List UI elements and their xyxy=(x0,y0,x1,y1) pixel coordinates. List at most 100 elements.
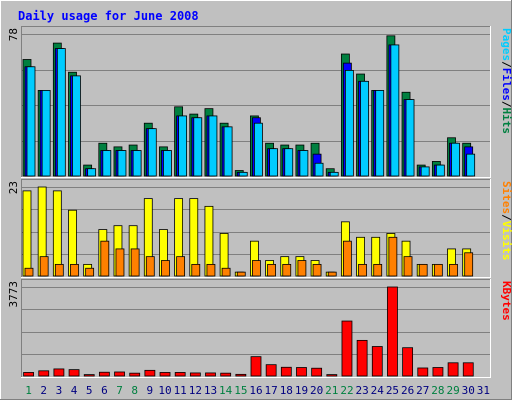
bar-kbytes-day-3 xyxy=(53,368,65,377)
bar-kbytes-day-29 xyxy=(447,362,459,377)
bar-pages-day-22 xyxy=(344,70,354,177)
bar-sites-day-20 xyxy=(312,263,322,277)
bar-sites-day-6 xyxy=(100,240,110,277)
bar-kbytes-day-30 xyxy=(462,362,474,377)
x-tick-label: 2 xyxy=(40,384,47,397)
bar-pages-day-24 xyxy=(375,90,385,177)
x-tick-label: 26 xyxy=(401,384,414,397)
bar-sites-day-19 xyxy=(297,260,307,277)
x-tick-label: 24 xyxy=(371,384,385,397)
bar-kbytes-day-2 xyxy=(38,370,50,377)
x-tick-label: 9 xyxy=(147,384,154,397)
x-tick-label: 21 xyxy=(325,384,338,397)
bar-kbytes-day-10 xyxy=(159,372,171,377)
bar-kbytes-day-23 xyxy=(356,339,368,377)
x-tick-label: 22 xyxy=(340,384,353,397)
x-tick-label: 28 xyxy=(431,384,444,397)
bar-pages-day-27 xyxy=(420,166,430,177)
x-tick-label: 25 xyxy=(386,384,399,397)
bar-sites-day-29 xyxy=(449,263,458,277)
legend: KBytes xyxy=(500,281,512,321)
bar-sites-day-18 xyxy=(282,263,292,277)
x-tick-label: 8 xyxy=(131,384,138,397)
bar-pages-day-26 xyxy=(405,99,415,177)
x-tick-label: 12 xyxy=(189,384,202,397)
bar-sites-day-24 xyxy=(373,263,383,277)
bar-sites-day-30 xyxy=(464,252,474,277)
x-tick-label: 27 xyxy=(416,384,429,397)
bar-sites-day-27 xyxy=(418,263,428,277)
bar-sites-day-9 xyxy=(145,256,155,277)
bar-pages-day-1 xyxy=(26,66,36,177)
bar-kbytes-day-5 xyxy=(83,374,95,377)
legend-item-files: Files xyxy=(500,68,512,101)
bar-kbytes-day-11 xyxy=(174,372,186,377)
bar-kbytes-day-22 xyxy=(341,320,353,377)
bar-sites-day-22 xyxy=(342,240,352,277)
bar-sites-day-2 xyxy=(39,256,49,277)
bar-kbytes-day-7 xyxy=(114,371,125,377)
chart-title: Daily usage for June 2008 xyxy=(18,9,199,23)
bar-kbytes-day-19 xyxy=(296,367,307,377)
bar-pages-day-11 xyxy=(178,115,188,177)
x-tick-label: 20 xyxy=(310,384,323,397)
bar-kbytes-day-28 xyxy=(432,367,444,377)
x-tick-label: 1 xyxy=(25,384,32,397)
x-tick-label: 17 xyxy=(265,384,278,397)
bar-pages-day-8 xyxy=(132,150,142,177)
legend-item-separator: / xyxy=(500,101,512,108)
bar-sites-day-1 xyxy=(24,267,34,277)
bar-kbytes-day-18 xyxy=(280,366,292,377)
x-tick-label: 18 xyxy=(280,384,293,397)
x-tick-label: 10 xyxy=(158,384,171,397)
bar-sites-day-7 xyxy=(115,248,125,277)
x-tick-label: 31 xyxy=(477,384,490,397)
bar-kbytes-day-4 xyxy=(68,369,80,377)
bar-pages-day-18 xyxy=(284,148,294,177)
bar-sites-day-15 xyxy=(236,271,246,277)
x-tick-label: 3 xyxy=(56,384,63,397)
bar-pages-day-25 xyxy=(390,44,400,177)
bar-pages-day-12 xyxy=(193,117,203,177)
axis-max-label: 78 xyxy=(7,28,20,41)
bar-sites-day-5 xyxy=(85,267,95,277)
bar-pages-day-7 xyxy=(117,150,127,177)
legend-item-separator: / xyxy=(500,214,512,221)
bar-pages-day-13 xyxy=(208,115,218,177)
legend: Pages/Files/Hits xyxy=(500,28,512,134)
legend-item-hits: Hits xyxy=(500,108,512,135)
bar-sites-day-17 xyxy=(267,263,276,277)
bar-kbytes-day-21 xyxy=(326,374,338,377)
legend-item-kbytes: KBytes xyxy=(500,281,512,321)
bar-kbytes-day-9 xyxy=(144,369,156,377)
x-tick-label: 7 xyxy=(116,384,123,397)
bar-kbytes-day-12 xyxy=(189,372,201,377)
bar-kbytes-day-26 xyxy=(402,347,414,377)
bar-kbytes-day-13 xyxy=(205,372,216,377)
bar-sites-day-10 xyxy=(161,260,170,277)
axis-max-label: 23 xyxy=(7,181,20,194)
bar-pages-day-16 xyxy=(254,122,263,177)
bar-kbytes-day-27 xyxy=(417,367,429,377)
bar-pages-day-29 xyxy=(451,142,460,177)
bar-sites-day-4 xyxy=(70,263,79,277)
bar-pages-day-4 xyxy=(72,75,81,177)
panel-1: 78 Pages/Files/Hits xyxy=(7,26,512,178)
x-tick-label: 23 xyxy=(356,384,369,397)
bar-pages-day-19 xyxy=(299,150,309,177)
x-tick-label: 5 xyxy=(86,384,93,397)
bar-sites-day-12 xyxy=(191,263,201,277)
bar-sites-day-13 xyxy=(206,263,216,277)
bar-pages-day-28 xyxy=(435,164,445,177)
legend-item-pages: Pages xyxy=(500,28,512,61)
bar-pages-day-17 xyxy=(269,148,278,177)
bar-sites-day-26 xyxy=(403,256,413,277)
bar-pages-day-21 xyxy=(329,171,339,177)
panel-2: 23 Sites/Visits xyxy=(7,179,512,278)
bar-visits-day-3 xyxy=(52,190,62,277)
bar-sites-day-3 xyxy=(54,263,64,277)
bar-kbytes-day-1 xyxy=(23,372,34,377)
x-tick-label: 14 xyxy=(219,384,233,397)
x-tick-label: 16 xyxy=(249,384,262,397)
x-tick-label: 30 xyxy=(462,384,475,397)
